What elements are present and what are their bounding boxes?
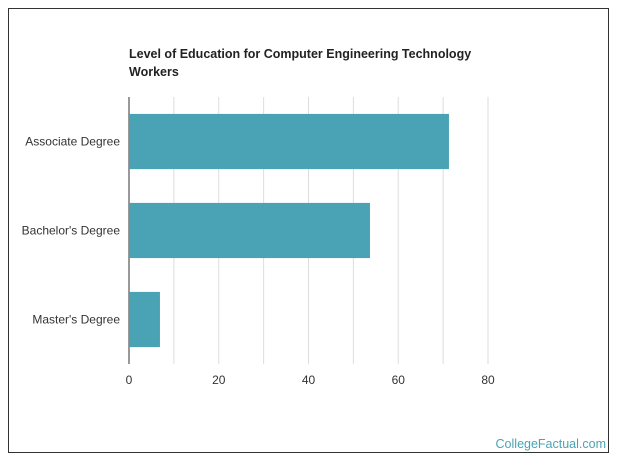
x-tick-label: 40 [302,373,316,387]
category-label: Bachelor's Degree [22,224,121,238]
tick-labels: 0 20 40 60 80 [126,373,495,387]
bars [129,113,449,348]
x-tick-label: 20 [212,373,226,387]
x-tick-label: 80 [481,373,495,387]
bar [129,291,160,348]
bar [129,113,449,170]
bar [129,202,370,259]
x-tick-label: 0 [126,373,133,387]
category-label: Master's Degree [32,313,120,327]
category-label: Associate Degree [25,135,120,149]
category-labels: Associate Degree Bachelor's Degree Master'… [22,135,121,327]
chart-title: Level of Education for Computer Engineer… [129,47,472,79]
source-watermark[interactable]: CollegeFactual.com [495,437,606,451]
x-tick-label: 60 [392,373,406,387]
